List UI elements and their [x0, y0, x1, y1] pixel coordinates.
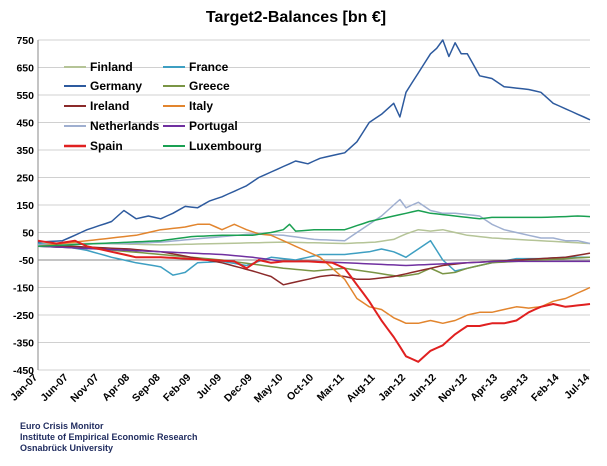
- y-tick-label: -150: [13, 283, 34, 295]
- y-tick-label: 150: [16, 200, 34, 212]
- series-line-germany: [37, 39, 591, 243]
- chart-title: Target2-Balances [bn €]: [206, 9, 386, 26]
- legend-label-greece: Greece: [189, 79, 230, 93]
- series-line-luxembourg: [37, 209, 591, 248]
- y-axis-ticks: 750 650 550 450 350 250 150 50 -50 -150 -250 -350 -4…: [13, 35, 34, 377]
- legend-label-netherlands: Netherlands: [90, 119, 160, 133]
- series-line-spain: [37, 239, 591, 363]
- legend-label-finland: Finland: [90, 60, 133, 74]
- legend-label-spain: Spain: [90, 139, 123, 153]
- series-line-italy: [37, 223, 591, 325]
- legend-label-italy: Italy: [189, 99, 213, 113]
- legend-label-portugal: Portugal: [189, 119, 238, 133]
- y-tick-label: 650: [16, 63, 34, 75]
- y-tick-label: -50: [19, 255, 34, 267]
- y-tick-label: -450: [13, 365, 34, 377]
- y-tick-label: 750: [16, 35, 34, 47]
- y-tick-label: -350: [13, 338, 34, 350]
- gridlines: [37, 39, 590, 371]
- legend-label-germany: Germany: [90, 79, 142, 93]
- y-tick-label: 250: [16, 173, 34, 185]
- footer-line-2: Institute of Empirical Economic Research: [20, 432, 198, 442]
- footer: Euro Crisis Monitor Institute of Empiric…: [20, 421, 198, 453]
- y-tick-label: 550: [16, 90, 34, 102]
- y-tick-label: 50: [22, 228, 34, 240]
- legend-label-france: France: [189, 60, 229, 74]
- legend-label-luxembourg: Luxembourg: [189, 139, 262, 153]
- y-tick-label: 350: [16, 145, 34, 157]
- series-line-greece: [37, 245, 591, 278]
- footer-line-1: Euro Crisis Monitor: [20, 421, 104, 431]
- series-line-netherlands: [38, 198, 591, 246]
- legend: Finland France Germany Greece Ireland Italy Ne…: [64, 60, 262, 153]
- legend-label-ireland: Ireland: [90, 99, 129, 113]
- footer-line-3: Osnabrück University: [20, 443, 113, 453]
- y-tick-label: 450: [16, 118, 34, 130]
- y-tick-label: -250: [13, 310, 34, 322]
- series-lines: [37, 39, 591, 363]
